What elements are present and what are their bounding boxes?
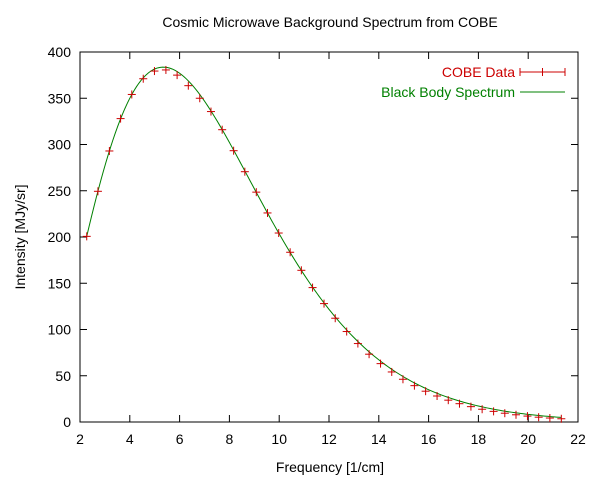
legend-label-cobe-data: COBE Data — [442, 64, 515, 80]
data-point — [523, 412, 532, 421]
data-point — [410, 381, 419, 390]
y-tick-label: 350 — [48, 90, 72, 106]
y-axis-label: Intensity [MJy/sr] — [12, 184, 28, 289]
data-point — [240, 167, 249, 176]
data-point — [455, 399, 464, 408]
x-tick-label: 6 — [176, 431, 184, 447]
y-tick-label: 0 — [63, 414, 71, 430]
data-point — [263, 208, 272, 217]
data-point — [127, 90, 136, 99]
data-point — [387, 367, 396, 376]
y-tick-label: 100 — [48, 322, 72, 338]
data-point — [511, 410, 520, 419]
data-point — [320, 299, 329, 308]
data-point — [500, 409, 509, 418]
data-point — [478, 405, 487, 414]
data-point — [534, 413, 543, 422]
x-tick-label: 4 — [126, 431, 134, 447]
data-point — [353, 339, 362, 348]
data-point — [342, 327, 351, 336]
x-tick-label: 22 — [570, 431, 586, 447]
data-point — [252, 188, 261, 197]
data-point — [365, 350, 374, 359]
y-tick-label: 400 — [48, 44, 72, 60]
data-point — [173, 71, 182, 80]
data-point — [421, 387, 430, 396]
x-tick-label: 20 — [520, 431, 536, 447]
data-point — [274, 229, 283, 238]
x-tick-label: 10 — [271, 431, 287, 447]
data-point — [218, 125, 227, 134]
y-tick-label: 150 — [48, 275, 72, 291]
x-axis-label: Frequency [1/cm] — [276, 459, 384, 475]
data-point — [398, 375, 407, 384]
y-tick-label: 250 — [48, 183, 72, 199]
data-point — [331, 314, 340, 323]
y-tick-label: 200 — [48, 229, 72, 245]
y-tick-label: 50 — [55, 368, 71, 384]
data-point — [433, 392, 442, 401]
data-point — [444, 396, 453, 405]
x-tick-label: 18 — [471, 431, 487, 447]
legend-label-black-body: Black Body Spectrum — [381, 84, 515, 100]
plot-frame — [79, 51, 579, 423]
data-point — [150, 67, 159, 76]
data-point — [93, 187, 102, 196]
chart-title: Cosmic Microwave Background Spectrum fro… — [162, 14, 497, 30]
data-point — [139, 74, 148, 83]
data-point — [161, 65, 170, 74]
data-point — [545, 414, 554, 423]
data-point — [557, 414, 566, 423]
data-point — [376, 359, 385, 368]
x-tick-label: 12 — [321, 431, 337, 447]
x-tick-label: 8 — [226, 431, 234, 447]
data-point — [206, 107, 215, 116]
data-point — [105, 146, 114, 155]
data-point — [195, 94, 204, 103]
x-tick-label: 14 — [371, 431, 387, 447]
data-point — [116, 114, 125, 123]
plot-area: 2 4 6 8 10 12 14 16 18 20 22 0 50 100 150 200 250 300 350 4… — [48, 44, 586, 447]
black-body-curve — [86, 66, 562, 418]
data-point — [184, 81, 193, 90]
data-point — [489, 407, 498, 416]
data-point — [229, 146, 238, 155]
x-tick-label: 2 — [76, 431, 84, 447]
x-tick-label: 16 — [421, 431, 437, 447]
data-point — [82, 232, 91, 241]
data-point — [297, 266, 306, 275]
y-tick-label: 300 — [48, 137, 72, 153]
data-point — [466, 402, 475, 411]
data-point — [308, 283, 317, 292]
data-point — [286, 248, 295, 257]
